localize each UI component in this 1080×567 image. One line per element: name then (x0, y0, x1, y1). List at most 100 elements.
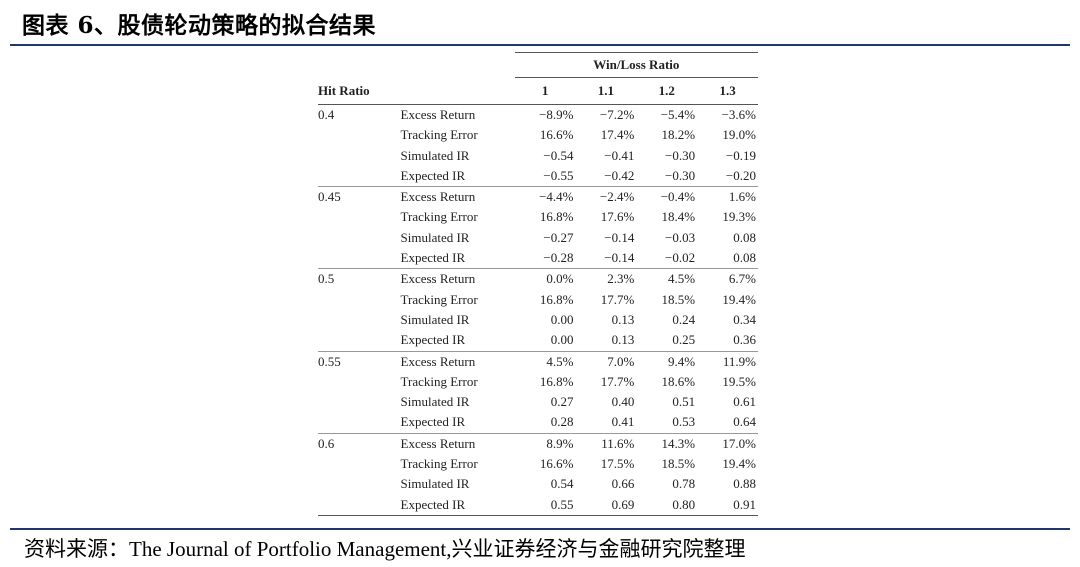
table-row: Tracking Error 16.6% 17.4% 18.2% 19.0% (318, 125, 758, 145)
value-cell: 17.6% (600, 209, 635, 225)
value-cell: −0.14 (604, 229, 635, 245)
value-cell: 19.0% (722, 127, 756, 143)
value-cell: 0.66 (611, 476, 635, 492)
value-cell: 0.13 (611, 311, 635, 327)
table-row: Tracking Error 16.8% 17.7% 18.6% 19.5% (318, 372, 758, 392)
value-cell: 16.8% (539, 209, 574, 225)
value-cell: 0.08 (697, 248, 758, 270)
value-cell: 19.5% (722, 373, 756, 389)
value-cell: −0.03 (665, 229, 696, 245)
title-divider (10, 44, 1070, 46)
value-cell: −3.6% (721, 107, 756, 122)
value-cell: 0.28 (514, 412, 576, 434)
value-cell: −0.14 (575, 248, 637, 270)
hit-ratio-cell: 0.45 (318, 189, 341, 205)
value-cell: 0.27 (550, 394, 574, 410)
hit-ratio-header: Hit Ratio (318, 77, 401, 105)
value-cell: 0.78 (672, 476, 696, 492)
value-cell: −8.9% (539, 107, 574, 122)
value-cell: 1.6% (728, 189, 756, 205)
value-cell: −0.4% (660, 189, 696, 205)
table-row: Tracking Error 16.6% 17.5% 18.5% 19.4% (318, 454, 758, 474)
table-super-header-row: Win/Loss Ratio (318, 52, 758, 78)
metric-cell: Tracking Error (400, 209, 478, 225)
value-cell: −2.4% (599, 189, 635, 205)
metric-cell: Tracking Error (400, 127, 478, 143)
value-cell: 18.5% (661, 291, 696, 307)
table-row: Simulated IR 0.00 0.13 0.24 0.34 (318, 310, 758, 330)
metric-cell: Expected IR (400, 494, 515, 516)
value-cell: 17.7% (600, 291, 635, 307)
metric-cell: Expected IR (400, 165, 515, 188)
table-body: Win/Loss Ratio Hit Ratio 1 1.1 1.2 1.3 0… (318, 52, 758, 516)
column-header: 1.2 (636, 77, 698, 105)
value-cell: 0.40 (611, 394, 635, 410)
value-cell: 18.5% (661, 456, 696, 472)
value-cell: 18.4% (661, 209, 696, 225)
value-cell: 6.7% (728, 271, 756, 287)
table-container: Win/Loss Ratio Hit Ratio 1 1.1 1.2 1.3 0… (318, 52, 758, 516)
value-cell: −0.28 (514, 248, 576, 270)
value-cell: 17.5% (600, 456, 635, 472)
table-row: 0.45 Excess Return −4.4% −2.4% −0.4% 1.6% (318, 187, 758, 208)
value-cell: −0.55 (514, 165, 576, 188)
metric-cell: Simulated IR (400, 147, 470, 163)
table-row: 0.5 Excess Return 0.0% 2.3% 4.5% 6.7% (318, 269, 758, 290)
metric-cell: Tracking Error (400, 373, 478, 389)
metric-cell: Tracking Error (400, 291, 478, 307)
value-cell: −5.4% (660, 107, 696, 122)
value-cell: 0.64 (697, 412, 758, 434)
table-row: Simulated IR 0.27 0.40 0.51 0.61 (318, 392, 758, 412)
value-cell: 0.53 (636, 412, 698, 434)
metric-cell: Excess Return (400, 271, 476, 287)
table-row: Expected IR −0.55 −0.42 −0.30 −0.20 (318, 165, 758, 188)
table-row: Simulated IR 0.54 0.66 0.78 0.88 (318, 474, 758, 494)
value-cell: 17.7% (600, 373, 635, 389)
hit-ratio-cell: 0.6 (318, 435, 335, 451)
value-cell: 0.36 (697, 330, 758, 352)
hit-ratio-cell: 0.5 (318, 271, 335, 287)
table-row: Expected IR 0.55 0.69 0.80 0.91 (318, 494, 758, 516)
column-header: 1.1 (575, 77, 637, 105)
metric-cell: Simulated IR (400, 476, 470, 492)
hit-ratio-cell: 0.55 (318, 353, 341, 369)
value-cell: 4.5% (668, 271, 696, 287)
value-cell: −0.54 (543, 147, 574, 163)
value-cell: 18.6% (661, 373, 696, 389)
metric-cell: Simulated IR (400, 394, 470, 410)
table-row: Expected IR 0.00 0.13 0.25 0.36 (318, 330, 758, 352)
value-cell: 9.4% (668, 353, 696, 369)
table-row: 0.55 Excess Return 4.5% 7.0% 9.4% 11.9% (318, 351, 758, 372)
value-cell: 0.88 (733, 476, 756, 492)
value-cell: 19.4% (722, 456, 756, 472)
value-cell: 16.8% (539, 373, 574, 389)
value-cell: 16.8% (539, 291, 574, 307)
hit-ratio-cell: 0.4 (318, 107, 335, 122)
metric-cell: Expected IR (400, 248, 515, 270)
table-row: 0.4 Excess Return −8.9% −7.2% −5.4% −3.6% (318, 105, 758, 126)
value-cell: 16.6% (539, 127, 574, 143)
value-cell: −4.4% (539, 189, 574, 205)
metric-cell: Excess Return (400, 107, 476, 122)
value-cell: 18.2% (661, 127, 696, 143)
metric-cell: Expected IR (400, 412, 515, 434)
source-divider (10, 528, 1070, 530)
value-cell: 2.3% (607, 271, 635, 287)
value-cell: −0.42 (575, 165, 637, 188)
metric-cell: Excess Return (400, 435, 476, 451)
metric-cell: Simulated IR (400, 311, 470, 327)
value-cell: 0.54 (550, 476, 574, 492)
value-cell: 17.0% (722, 435, 756, 451)
table-row: Expected IR 0.28 0.41 0.53 0.64 (318, 412, 758, 434)
table-row: Expected IR −0.28 −0.14 −0.02 0.08 (318, 248, 758, 270)
value-cell: 19.3% (722, 209, 756, 225)
value-cell: 0.0% (546, 271, 574, 287)
metric-cell: Expected IR (400, 330, 515, 352)
value-cell: −0.30 (665, 147, 696, 163)
value-cell: 0.80 (636, 494, 698, 516)
value-cell: 0.91 (697, 494, 758, 516)
value-cell: −7.2% (599, 107, 635, 122)
table-row: 0.6 Excess Return 8.9% 11.6% 14.3% 17.0% (318, 433, 758, 454)
value-cell: 4.5% (546, 353, 574, 369)
value-cell: 0.61 (733, 394, 756, 410)
